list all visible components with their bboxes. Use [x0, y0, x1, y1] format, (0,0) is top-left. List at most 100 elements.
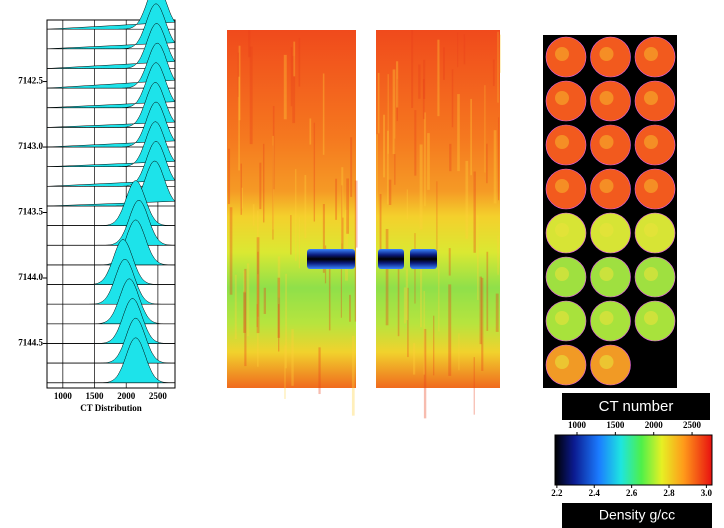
streak	[378, 73, 380, 133]
streak	[493, 59, 495, 86]
streak	[457, 33, 458, 68]
streak	[350, 137, 352, 197]
figure: CT number Density g/cc CT Distribution 1…	[0, 0, 724, 528]
colorbar-title: CT number	[599, 398, 674, 415]
streak	[424, 112, 426, 206]
y-tick-label: 7144.5	[18, 338, 43, 348]
streak	[346, 178, 349, 233]
streak	[497, 32, 498, 103]
streak	[323, 74, 325, 155]
streak	[329, 264, 331, 331]
core-speckle	[555, 47, 569, 61]
core-speckle	[644, 311, 658, 325]
streak	[496, 294, 499, 332]
x-tick-label: 2000	[117, 391, 136, 401]
streak	[299, 217, 300, 268]
streak	[406, 268, 408, 320]
core-speckle	[555, 267, 569, 281]
streak	[253, 204, 255, 226]
streak	[477, 215, 479, 300]
top-tick-label: 2500	[683, 420, 702, 430]
streak	[413, 343, 415, 374]
bottom-tick-label: 3.0	[701, 488, 713, 498]
x-tick-label: 1000	[54, 391, 73, 401]
streak	[309, 118, 311, 144]
bottom-tick-label: 2.6	[626, 488, 638, 498]
streak	[494, 130, 497, 203]
core-speckle	[644, 267, 658, 281]
streak	[411, 30, 413, 108]
top-tick-label: 1500	[606, 420, 625, 430]
bottom-tick-label: 2.4	[589, 488, 601, 498]
core-speckle	[555, 355, 569, 369]
top-tick-label: 1000	[568, 420, 587, 430]
core-speckle	[600, 135, 614, 149]
streak	[452, 69, 454, 127]
streak	[318, 347, 320, 394]
streak	[396, 61, 398, 107]
core-speckle	[644, 223, 658, 237]
streak	[349, 295, 351, 322]
streak	[228, 149, 230, 204]
top-tick-label: 2000	[645, 420, 664, 430]
core-speckle	[555, 135, 569, 149]
core-speckle	[600, 311, 614, 325]
y-tick-label: 7144.0	[18, 272, 43, 282]
streak	[449, 248, 451, 275]
streak	[335, 179, 337, 220]
streak	[424, 291, 425, 375]
streak	[407, 189, 408, 219]
core-speckle	[555, 179, 569, 193]
streak	[473, 172, 475, 253]
colorbar-xlabel: Density g/cc	[599, 507, 675, 523]
core-speckle	[600, 223, 614, 237]
streak	[464, 34, 465, 64]
streak	[457, 94, 460, 171]
streak	[448, 284, 451, 375]
streak	[304, 175, 306, 238]
streak	[264, 288, 266, 314]
core-speckle	[600, 91, 614, 105]
streak	[393, 69, 396, 154]
core-speckle	[600, 47, 614, 61]
streak	[250, 47, 253, 145]
bottom-tick-label: 2.8	[663, 488, 675, 498]
bottom-tick-label: 2.2	[551, 488, 563, 498]
streak	[449, 144, 451, 171]
streak	[314, 123, 315, 222]
streak	[484, 85, 485, 172]
streak	[386, 229, 389, 325]
streak	[414, 110, 416, 176]
ct-slabs	[227, 30, 501, 418]
streak	[352, 336, 355, 416]
streak	[235, 275, 237, 339]
streak	[436, 181, 437, 251]
streak	[376, 134, 378, 220]
streak	[470, 99, 472, 175]
x-tick-label: 1500	[86, 391, 105, 401]
streak	[230, 207, 233, 294]
streak	[293, 42, 295, 77]
streak	[480, 277, 482, 345]
streak	[443, 47, 445, 80]
streak	[290, 215, 291, 255]
dense-band	[307, 249, 355, 269]
streak	[418, 65, 420, 99]
streak	[259, 163, 261, 209]
streak	[244, 269, 246, 366]
core-speckle	[600, 179, 614, 193]
core-speckle	[555, 223, 569, 237]
streak	[247, 263, 249, 336]
y-tick-label: 7143.5	[18, 207, 43, 217]
streak	[420, 144, 423, 229]
streak	[437, 40, 439, 116]
streak	[263, 144, 264, 223]
streak	[355, 181, 358, 248]
streak	[380, 194, 382, 258]
streak	[248, 30, 250, 57]
streak	[341, 268, 342, 318]
streak	[458, 333, 459, 370]
streak	[465, 161, 468, 239]
streak	[299, 38, 301, 87]
y-tick-label: 7142.5	[18, 76, 43, 86]
